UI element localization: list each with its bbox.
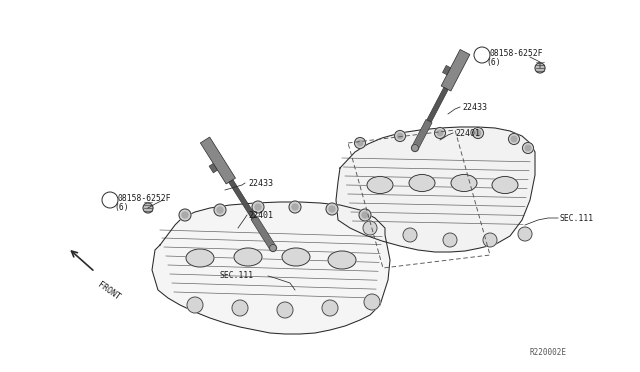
Ellipse shape: [234, 248, 262, 266]
Text: 22433: 22433: [248, 179, 273, 187]
Circle shape: [397, 133, 403, 139]
Ellipse shape: [367, 176, 393, 193]
Circle shape: [179, 209, 191, 221]
Ellipse shape: [186, 249, 214, 267]
Circle shape: [525, 145, 531, 151]
Circle shape: [252, 201, 264, 213]
Polygon shape: [228, 180, 256, 219]
Circle shape: [364, 294, 380, 310]
Circle shape: [483, 233, 497, 247]
Circle shape: [217, 207, 223, 213]
Circle shape: [522, 142, 534, 154]
Text: R220002E: R220002E: [530, 348, 567, 357]
Circle shape: [355, 138, 365, 148]
Circle shape: [475, 130, 481, 136]
Polygon shape: [200, 137, 236, 184]
Circle shape: [435, 128, 445, 138]
Circle shape: [511, 136, 517, 142]
Circle shape: [394, 131, 406, 141]
Text: SEC.111: SEC.111: [560, 214, 594, 222]
Circle shape: [443, 233, 457, 247]
Ellipse shape: [328, 251, 356, 269]
Polygon shape: [412, 119, 432, 150]
Circle shape: [326, 203, 338, 215]
Circle shape: [143, 203, 153, 213]
Circle shape: [269, 244, 276, 251]
Text: 08158-6252F: 08158-6252F: [118, 193, 172, 202]
Circle shape: [403, 228, 417, 242]
Circle shape: [232, 300, 248, 316]
Text: 08158-6252F: 08158-6252F: [490, 48, 543, 58]
Polygon shape: [152, 202, 390, 334]
Ellipse shape: [409, 174, 435, 192]
Text: 22401: 22401: [455, 128, 480, 138]
Polygon shape: [336, 127, 535, 252]
Circle shape: [472, 128, 483, 138]
Circle shape: [255, 204, 261, 210]
Circle shape: [329, 206, 335, 212]
Circle shape: [362, 212, 368, 218]
Circle shape: [363, 221, 377, 235]
Circle shape: [535, 63, 545, 73]
Circle shape: [437, 130, 443, 136]
Polygon shape: [251, 216, 276, 250]
Text: SEC.111: SEC.111: [219, 272, 253, 280]
Ellipse shape: [451, 174, 477, 192]
Circle shape: [412, 144, 419, 151]
Circle shape: [357, 140, 363, 146]
Circle shape: [182, 212, 188, 218]
Polygon shape: [441, 49, 470, 91]
Circle shape: [289, 201, 301, 213]
Text: (6): (6): [486, 58, 500, 67]
Text: FRONT: FRONT: [96, 280, 122, 302]
Circle shape: [322, 300, 338, 316]
Circle shape: [187, 297, 203, 313]
Circle shape: [214, 204, 226, 216]
Circle shape: [292, 204, 298, 210]
Ellipse shape: [282, 248, 310, 266]
Polygon shape: [442, 65, 451, 75]
Text: 22401: 22401: [248, 211, 273, 219]
Text: (6): (6): [114, 202, 129, 212]
Text: 22433: 22433: [462, 103, 487, 112]
Polygon shape: [209, 163, 218, 173]
Circle shape: [518, 227, 532, 241]
Polygon shape: [427, 87, 448, 122]
Circle shape: [509, 134, 520, 144]
Circle shape: [277, 302, 293, 318]
Circle shape: [359, 209, 371, 221]
Ellipse shape: [492, 176, 518, 193]
